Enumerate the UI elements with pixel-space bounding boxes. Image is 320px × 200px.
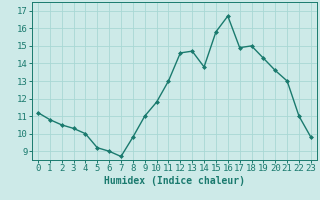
X-axis label: Humidex (Indice chaleur): Humidex (Indice chaleur) <box>104 176 245 186</box>
